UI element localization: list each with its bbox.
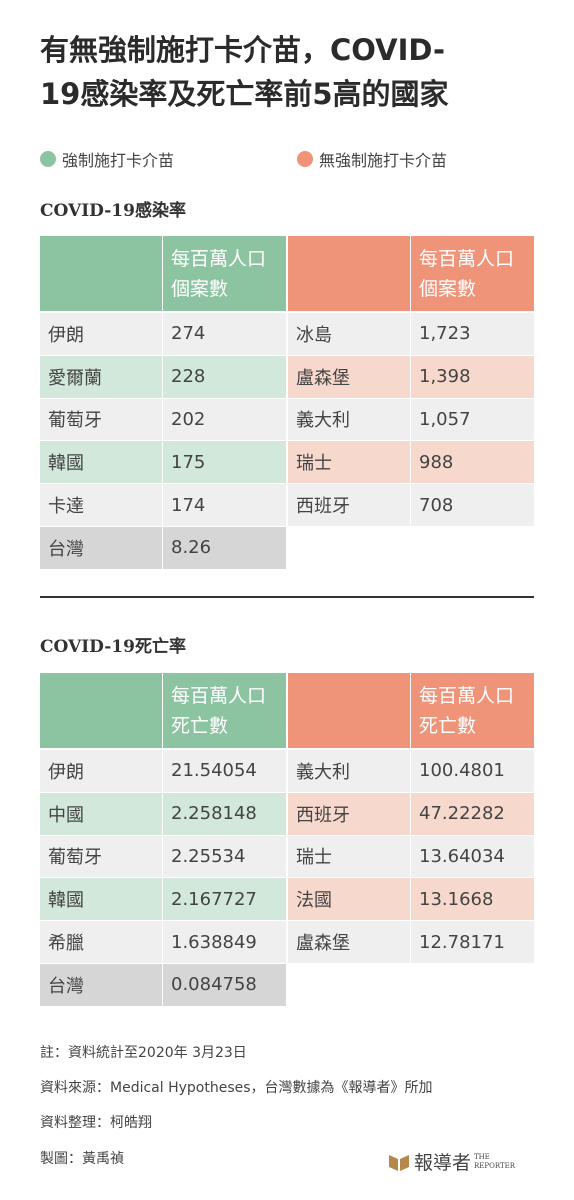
value-cell: 47.22282 [411, 792, 534, 835]
country-cell: 義大利 [288, 398, 410, 441]
country-cell: 台灣 [40, 964, 162, 1006]
country-cell: 義大利 [288, 750, 410, 792]
value-cell: 13.1668 [411, 878, 534, 921]
country-cell: 伊朗 [40, 313, 162, 355]
country-cell: 伊朗 [40, 750, 162, 792]
country-cell: 卡達 [40, 484, 162, 526]
country-cell: 台灣 [40, 527, 162, 569]
value-cell: 708 [411, 484, 534, 526]
value-cell: 100.4801 [411, 750, 534, 792]
value-cell: 12.78171 [411, 921, 534, 963]
country-cell: 瑞士 [288, 441, 410, 484]
legend-dot [40, 151, 56, 167]
value-cell: 1,398 [411, 355, 534, 398]
value-cell: 1,723 [411, 313, 534, 355]
note: 註：資料統計至2020年 3月23日 [40, 1045, 247, 1061]
header-cell [40, 673, 162, 748]
legend-dot [297, 151, 313, 167]
value-cell: 13.64034 [411, 835, 534, 878]
country-cell: 中國 [40, 792, 162, 835]
section-heading: COVID-19死亡率 [40, 637, 186, 657]
country-cell: 冰島 [288, 313, 410, 355]
value-cell: 988 [411, 441, 534, 484]
logo: 報導者 THE REPORTER [388, 1148, 515, 1175]
header-cell [288, 236, 410, 311]
header-cell: 每百萬人口個案數 [411, 236, 534, 311]
country-cell: 西班牙 [288, 792, 410, 835]
country-cell: 盧森堡 [288, 921, 410, 963]
logo-sub: THE REPORTER [474, 1153, 515, 1171]
value-cell: 1,057 [411, 398, 534, 441]
title: 有無強制施打卡介苗，COVID- 19感染率及死亡率前5高的國家 [40, 28, 449, 116]
header-cell [288, 673, 410, 748]
value-cell: 1.638849 [163, 921, 286, 963]
value-cell: 202 [163, 398, 286, 441]
country-cell: 葡萄牙 [40, 835, 162, 878]
country-cell: 韓國 [40, 878, 162, 921]
header-cell [40, 236, 162, 311]
value-cell: 174 [163, 484, 286, 526]
value-cell: 21.54054 [163, 750, 286, 792]
value-cell: 2.258148 [163, 792, 286, 835]
value-cell: 0.084758 [163, 964, 286, 1006]
country-cell: 西班牙 [288, 484, 410, 526]
legend-item: 強制施打卡介苗 [40, 147, 174, 171]
legend-item: 無強制施打卡介苗 [297, 147, 447, 171]
country-cell: 愛爾蘭 [40, 355, 162, 398]
title-line: 19感染率及死亡率前5高的國家 [40, 77, 449, 111]
value-cell: 175 [163, 441, 286, 484]
country-cell: 葡萄牙 [40, 398, 162, 441]
header-cell: 每百萬人口死亡數 [411, 673, 534, 748]
value-cell: 274 [163, 313, 286, 355]
country-cell: 法國 [288, 878, 410, 921]
country-cell: 希臘 [40, 921, 162, 963]
header-cell: 每百萬人口個案數 [163, 236, 286, 311]
country-cell: 盧森堡 [288, 355, 410, 398]
logo-text: 報導者 [414, 1152, 472, 1174]
logo-sub-line: THE [474, 1152, 490, 1161]
note: 資料來源：Medical Hypotheses，台灣數據為《報導者》所加 [40, 1080, 433, 1096]
country-cell: 瑞士 [288, 835, 410, 878]
title-line: 有無強制施打卡介苗，COVID- [40, 33, 446, 67]
value-cell: 228 [163, 355, 286, 398]
logo-sub-line: REPORTER [474, 1161, 516, 1170]
note: 資料整理：柯皓翔 [40, 1115, 152, 1131]
divider [40, 596, 534, 598]
value-cell: 8.26 [163, 527, 286, 569]
section-heading: COVID-19感染率 [40, 201, 186, 221]
note: 製圖：黃禹禎 [40, 1151, 124, 1167]
country-cell: 韓國 [40, 441, 162, 484]
legend-label: 強制施打卡介苗 [62, 151, 175, 170]
header-cell: 每百萬人口死亡數 [163, 673, 286, 748]
value-cell: 2.25534 [163, 835, 286, 878]
logo-icon [389, 1154, 409, 1171]
legend-label: 無強制施打卡介苗 [319, 151, 448, 170]
value-cell: 2.167727 [163, 878, 286, 921]
